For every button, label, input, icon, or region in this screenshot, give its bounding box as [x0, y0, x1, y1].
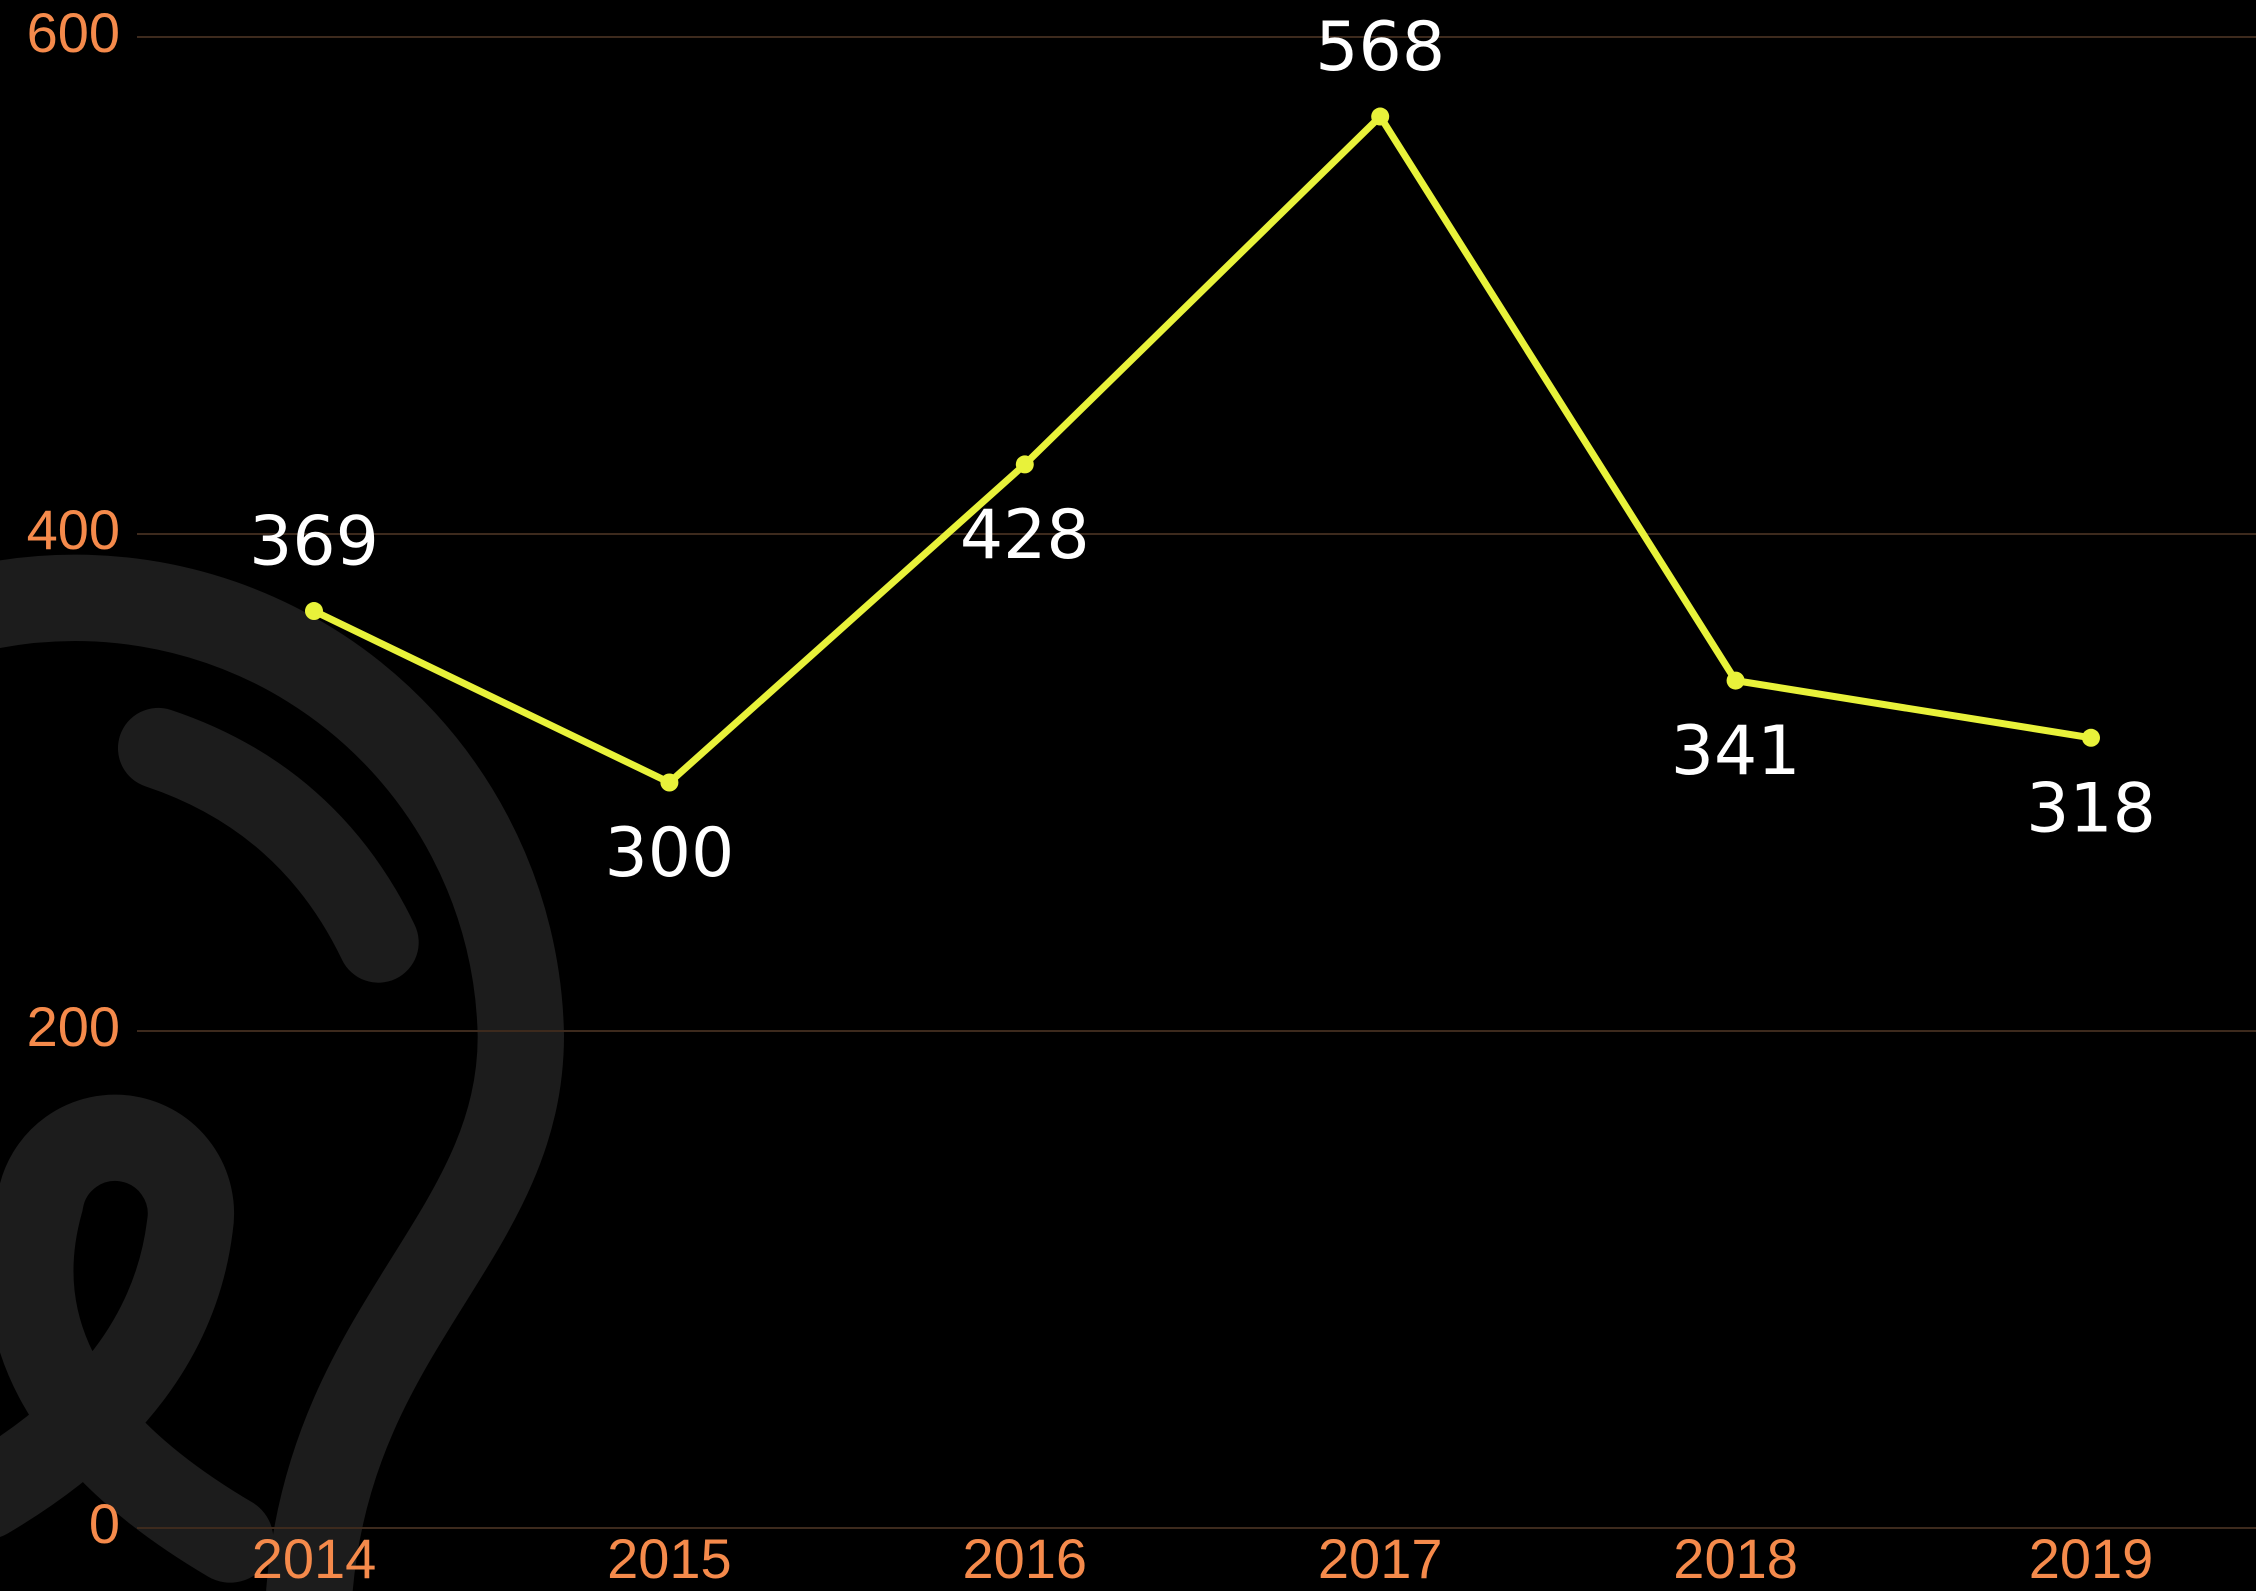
y-tick-label: 200 [27, 995, 120, 1058]
value-label: 428 [960, 496, 1090, 575]
x-tick-label: 2014 [252, 1527, 377, 1590]
x-tick-label: 2016 [963, 1527, 1088, 1590]
x-tick-label: 2015 [607, 1527, 732, 1590]
x-tick-label: 2017 [1318, 1527, 1443, 1590]
value-label: 341 [1671, 712, 1801, 791]
point [1726, 671, 1745, 690]
x-tick-label: 2018 [1673, 1527, 1798, 1590]
y-tick-label: 400 [27, 498, 120, 561]
value-label: 369 [249, 503, 379, 582]
value-label: 300 [605, 814, 735, 893]
point [305, 602, 323, 621]
y-tick-label: 600 [27, 1, 120, 64]
point [1015, 455, 1034, 474]
line [312, 113, 2092, 786]
value-label: 568 [1315, 8, 1445, 87]
y-tick-label: 0 [89, 1492, 120, 1555]
value-label: 318 [2026, 769, 2156, 848]
x-tick-label: 2019 [2029, 1527, 2154, 1590]
point [2082, 728, 2100, 747]
point [1371, 107, 1390, 126]
point [660, 773, 679, 792]
background-bulb [0, 554, 565, 1591]
